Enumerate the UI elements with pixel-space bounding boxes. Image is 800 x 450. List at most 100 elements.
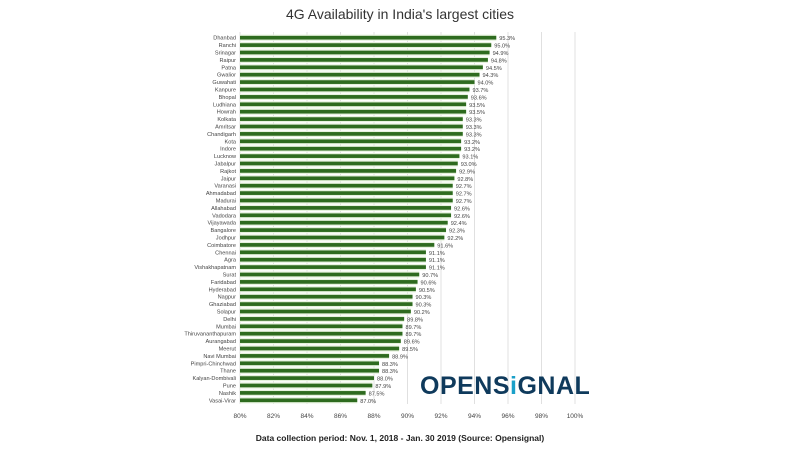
logo-wifi-i-icon: i bbox=[510, 372, 518, 400]
value-label: 93.2% bbox=[464, 147, 480, 153]
category-label: Jabalpur bbox=[215, 162, 237, 168]
bar bbox=[240, 161, 458, 166]
bar bbox=[240, 169, 457, 173]
category-label: Coimbatore bbox=[207, 243, 236, 249]
value-label: 88.3% bbox=[382, 362, 398, 368]
bar bbox=[240, 280, 418, 284]
x-tick-label: 94% bbox=[468, 413, 481, 420]
value-label: 93.3% bbox=[466, 132, 482, 138]
category-label: Kota bbox=[224, 139, 236, 145]
value-label: 88.3% bbox=[382, 369, 398, 375]
bar bbox=[240, 324, 403, 329]
value-label: 95.0% bbox=[494, 44, 510, 50]
category-label: Pimpri-Chinchwad bbox=[191, 361, 236, 367]
opensignal-logo: OPENSiGNAL bbox=[420, 372, 590, 401]
value-label: 93.3% bbox=[466, 125, 482, 131]
category-label: Mumbai bbox=[216, 324, 236, 330]
category-label: Chandigarh bbox=[207, 132, 236, 138]
category-label: Ludhiana bbox=[213, 102, 237, 108]
x-tick-label: 100% bbox=[567, 413, 584, 420]
value-label: 90.3% bbox=[416, 295, 432, 301]
category-label: Gwalior bbox=[217, 73, 236, 79]
category-label: Jaipur bbox=[221, 176, 236, 182]
category-label: Bhopal bbox=[219, 95, 236, 101]
bar bbox=[240, 368, 380, 373]
category-label: Ranchi bbox=[219, 43, 236, 49]
bar bbox=[240, 376, 374, 380]
category-label: Amritsar bbox=[215, 125, 236, 131]
logo-text-post: GNAL bbox=[517, 372, 591, 400]
category-label: Jodhpur bbox=[216, 236, 236, 242]
footer-note: Data collection period: Nov. 1, 2018 - J… bbox=[255, 433, 545, 443]
category-label: Surat bbox=[223, 273, 237, 279]
category-label: Kanpure bbox=[215, 88, 236, 94]
value-label: 87.5% bbox=[369, 391, 385, 397]
category-label: Howrah bbox=[217, 110, 236, 116]
bar bbox=[240, 220, 448, 225]
category-label: Dhanbad bbox=[213, 36, 236, 42]
bar bbox=[240, 383, 373, 388]
category-label: Kolkata bbox=[217, 117, 237, 123]
value-label: 93.2% bbox=[464, 140, 480, 146]
value-label: 88.0% bbox=[377, 377, 393, 383]
value-label: 93.6% bbox=[471, 95, 487, 101]
value-label: 92.3% bbox=[449, 229, 465, 235]
bar bbox=[240, 65, 483, 70]
category-label: Guwahati bbox=[212, 80, 236, 86]
bar bbox=[240, 58, 488, 62]
bar bbox=[240, 146, 462, 151]
value-label: 92.2% bbox=[447, 236, 463, 242]
bar bbox=[240, 339, 401, 343]
bar bbox=[240, 331, 403, 336]
bar bbox=[240, 228, 447, 232]
bar bbox=[240, 302, 413, 306]
category-label: Allahabad bbox=[211, 206, 236, 212]
x-tick-label: 80% bbox=[233, 413, 246, 420]
x-tick-label: 82% bbox=[267, 413, 280, 420]
bar bbox=[240, 50, 490, 55]
bar bbox=[240, 109, 467, 114]
bar bbox=[240, 346, 400, 351]
category-label: Meerut bbox=[219, 347, 237, 353]
bar bbox=[240, 243, 435, 247]
value-label: 87.9% bbox=[375, 384, 391, 390]
category-label: Ghaziabad bbox=[209, 302, 236, 308]
value-label: 90.5% bbox=[419, 288, 435, 294]
value-label: 89.8% bbox=[407, 317, 423, 323]
value-label: 94.9% bbox=[493, 51, 509, 57]
bar bbox=[240, 235, 445, 240]
category-label: Vishakhapatnam bbox=[194, 265, 236, 271]
category-label: Agra bbox=[224, 258, 237, 264]
category-label: Madurai bbox=[216, 199, 236, 205]
value-label: 95.3% bbox=[499, 36, 515, 42]
category-label: Lucknow bbox=[214, 154, 237, 160]
category-label: Vijayawada bbox=[207, 221, 236, 227]
category-label: Indore bbox=[220, 147, 236, 153]
bar bbox=[240, 80, 475, 84]
category-label: Pune bbox=[223, 384, 236, 390]
value-label: 90.7% bbox=[422, 273, 438, 279]
category-label: Thane bbox=[220, 369, 236, 375]
bar bbox=[240, 95, 468, 99]
category-label: Solapur bbox=[217, 310, 236, 316]
bar bbox=[240, 317, 405, 321]
value-label: 92.6% bbox=[454, 206, 470, 212]
value-label: 89.7% bbox=[405, 332, 421, 338]
bar bbox=[240, 265, 426, 269]
logo-text-pre: OPENS bbox=[420, 372, 511, 400]
x-tick-label: 98% bbox=[535, 413, 548, 420]
value-label: 91.1% bbox=[429, 258, 445, 264]
bar bbox=[240, 35, 497, 40]
value-label: 89.6% bbox=[404, 340, 420, 346]
category-label: Bangalore bbox=[210, 228, 236, 234]
category-label: Rajkot bbox=[220, 169, 236, 175]
x-tick-labels: 80% 82% 84% 86% 88% 90% 92% 94% 96% 98% 100% bbox=[233, 413, 583, 420]
bar bbox=[240, 124, 463, 129]
bar bbox=[240, 294, 413, 299]
bar bbox=[240, 213, 452, 218]
x-tick-label: 86% bbox=[334, 413, 347, 420]
bar bbox=[240, 72, 480, 77]
bar bbox=[240, 257, 426, 262]
bar bbox=[240, 198, 453, 203]
category-label: Raipur bbox=[220, 58, 237, 64]
